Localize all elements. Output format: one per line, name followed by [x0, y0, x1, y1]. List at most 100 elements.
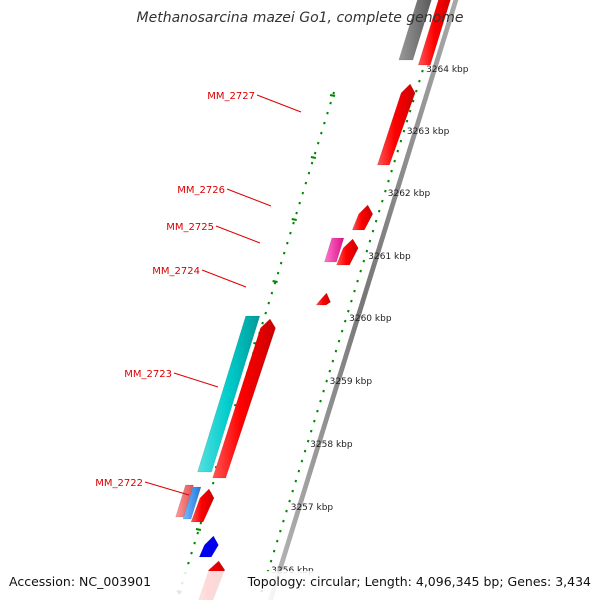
outer-ruler-dot — [421, 69, 424, 73]
outer-ruler-dot — [365, 249, 369, 253]
tick-label: 3261 kbp — [368, 252, 411, 262]
inner-ruler-dot — [332, 91, 335, 95]
outer-ruler-dot — [359, 269, 362, 273]
inner-ruler-dot — [289, 231, 292, 235]
inner-ruler-dot — [286, 241, 289, 245]
tick-label: 3263 kbp — [407, 127, 450, 137]
outer-ruler-dot — [272, 549, 276, 553]
gene-label-mm-2723: MM_2723 — [124, 369, 172, 380]
topology-text: Topology: circular; Length: 4,096,345 bp… — [247, 574, 591, 589]
outer-ruler-dot — [399, 139, 403, 143]
inner-ruler-dot — [196, 531, 199, 535]
outer-ruler-dot — [411, 99, 415, 103]
gene-label-mm-2722: MM_2722 — [95, 478, 143, 489]
gene-mm-2725-fwd — [336, 238, 359, 266]
label-leader-line — [226, 188, 272, 207]
inner-ruler-tick — [310, 156, 317, 159]
outer-ruler-dot — [279, 529, 282, 533]
outer-ruler-dot — [294, 479, 298, 483]
tick-label: 3260 kbp — [349, 314, 392, 324]
gene-red-top — [417, 0, 451, 66]
inner-ruler-dot — [301, 191, 305, 195]
outer-ruler-dot — [303, 449, 307, 453]
outer-ruler-dot — [393, 159, 396, 163]
gene-mm-2722-a — [175, 484, 194, 518]
outer-ruler-dot — [322, 389, 325, 393]
inner-ruler-dot — [279, 261, 283, 265]
map-title: Methanosarcina mazei Go1, complete genom… — [137, 10, 464, 26]
outer-ruler-dot — [291, 489, 294, 493]
gene-mm-2722-b — [182, 486, 202, 520]
gene-mm-2727 — [377, 83, 416, 166]
outer-ruler-dot — [285, 509, 288, 513]
outer-ruler-dot — [337, 339, 341, 343]
inner-ruler-dot — [295, 211, 298, 215]
tick-label: 3264 kbp — [426, 65, 469, 75]
outer-ruler-dot — [374, 219, 378, 223]
footer-background — [0, 571, 600, 600]
outer-ruler-dot — [331, 359, 335, 363]
inner-ruler-dot — [261, 321, 264, 325]
outer-ruler-dot — [396, 149, 400, 153]
inner-ruler-dot — [304, 181, 308, 185]
inner-ruler-dot — [320, 131, 323, 135]
inner-ruler-dot — [326, 111, 329, 115]
inner-ruler-dot — [270, 291, 274, 295]
outer-ruler-dot — [288, 499, 291, 503]
outer-ruler-dot — [377, 209, 381, 213]
gene-mm-2725 — [324, 237, 345, 263]
inner-ruler-dot — [267, 301, 271, 305]
outer-ruler-dot — [418, 79, 421, 83]
genome-backbone — [268, 0, 459, 600]
outer-ruler-dot — [275, 539, 279, 543]
inner-ruler-dot — [276, 271, 280, 275]
label-leader-line — [215, 225, 261, 244]
outer-ruler-dot — [325, 379, 328, 383]
label-leader-line — [256, 94, 302, 113]
outer-ruler-dot — [350, 299, 353, 303]
inner-ruler-tick — [195, 528, 202, 531]
outer-ruler-dot — [362, 259, 366, 263]
backbone-line — [268, 0, 459, 600]
outer-ruler-dot — [415, 89, 418, 93]
inner-ruler-dot — [264, 311, 267, 315]
inner-ruler-dot — [282, 251, 286, 255]
inner-ruler-tick — [272, 280, 278, 283]
outer-ruler-dot — [300, 459, 304, 463]
gene-mm-2723-fwd — [212, 318, 276, 479]
inner-ruler-dot — [310, 161, 314, 165]
outer-ruler-dot — [408, 109, 412, 113]
gene-label-mm-2726: MM_2726 — [177, 185, 225, 196]
inner-ruler-dot — [190, 551, 193, 555]
outer-ruler-dot — [269, 559, 273, 563]
outer-ruler-dot — [313, 419, 316, 423]
inner-ruler-tick — [291, 218, 297, 221]
label-leader-line — [144, 481, 190, 496]
outer-ruler-dot — [319, 399, 322, 403]
outer-ruler-dot — [405, 119, 409, 123]
outer-ruler-dot — [353, 289, 356, 293]
tick-label: 3257 kbp — [291, 503, 334, 513]
outer-ruler-dot — [328, 369, 332, 373]
outer-ruler-dot — [343, 319, 347, 323]
outer-ruler-dot — [368, 239, 372, 243]
inner-ruler-dot — [199, 521, 203, 525]
outer-ruler-dot — [381, 199, 384, 203]
inner-ruler-dot — [193, 541, 196, 545]
label-leader-line — [173, 372, 219, 388]
gene-label-mm-2724: MM_2724 — [152, 266, 200, 277]
gene-grey — [398, 0, 432, 61]
tick-label: 3262 kbp — [388, 189, 431, 199]
gene-label-mm-2725: MM_2725 — [166, 222, 214, 233]
label-layer: MM_2727 MM_2726 MM_2725 MM_2724 MM_2723 MM_27… — [95, 91, 302, 496]
inner-ruler-dot — [298, 201, 301, 205]
tick-label: 3259 kbp — [330, 377, 373, 387]
outer-ruler-dot — [306, 439, 310, 443]
inner-ruler-dot — [313, 151, 317, 155]
outer-ruler-dot — [384, 189, 387, 193]
outer-ruler-dot — [402, 129, 406, 133]
inner-ruler-dot — [292, 221, 295, 225]
feature-layer — [175, 0, 451, 600]
outer-ruler-dot — [282, 519, 285, 523]
